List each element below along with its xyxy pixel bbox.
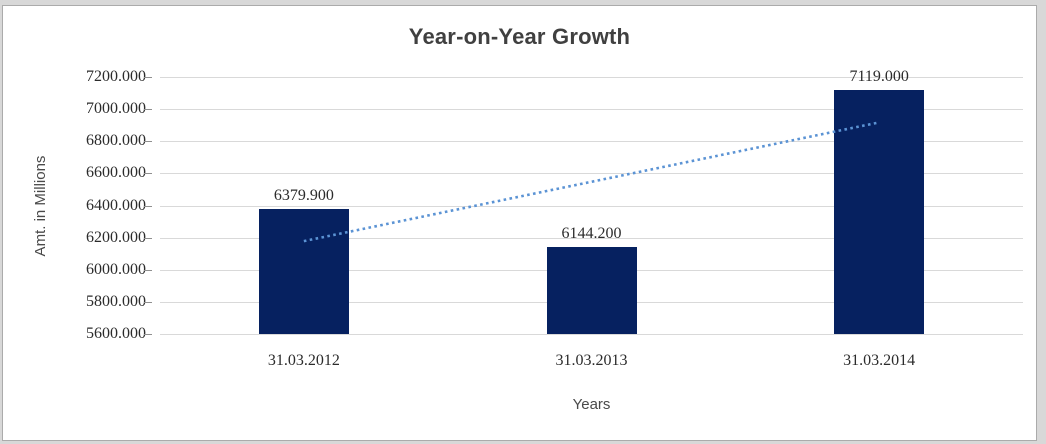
chart-frame[interactable]: Year-on-Year Growth Amt. in Millions 720… (2, 5, 1037, 441)
x-tick-label: 31.03.2012 (267, 352, 340, 369)
data-label: 7119.000 (849, 68, 909, 86)
y-tick-mark (144, 141, 152, 143)
y-tick-label: 7000.000 (86, 100, 146, 118)
chart-title: Year-on-Year Growth (408, 24, 631, 49)
y-tick-mark (144, 109, 152, 111)
bar-31.03.2012 (258, 208, 349, 334)
y-tick-label: 6000.000 (86, 260, 146, 278)
bar-31.03.2014 (834, 90, 925, 334)
y-tick-label: 6200.000 (86, 228, 146, 246)
plot-area: 6379.900 6144.200 7119.000 (144, 68, 1023, 335)
gridline (160, 173, 1023, 175)
x-axis-labels: 31.03.2012 31.03.2013 31.03.2014 (160, 352, 1023, 372)
gridline (160, 109, 1023, 111)
data-label: 6379.900 (273, 186, 334, 204)
y-tick-mark (144, 237, 152, 239)
y-tick-label: 6400.000 (86, 196, 146, 214)
gridline (160, 205, 1023, 207)
y-tick-mark (144, 301, 152, 303)
trendline-dotted-line (303, 121, 880, 243)
y-tick-label: 5600.000 (86, 325, 146, 342)
trendline (303, 121, 880, 243)
gridline (160, 237, 1023, 239)
x-tick-label: 31.03.2013 (555, 352, 628, 369)
x-tick-label: 31.03.2014 (843, 352, 916, 369)
y-tick-label: 5800.000 (86, 292, 146, 310)
gridline (160, 334, 1023, 335)
gridline (160, 141, 1023, 143)
y-tick-label: 6600.000 (86, 164, 146, 182)
y-tick-mark (144, 334, 152, 335)
y-tick-mark (144, 269, 152, 271)
y-axis-labels: 7200.000 7000.000 6800.000 6600.000 6400.000… (46, 68, 146, 342)
y-tick-mark (144, 77, 152, 78)
gridline (160, 77, 1023, 78)
bar-31.03.2013 (546, 246, 637, 334)
data-label: 6144.200 (561, 224, 622, 242)
y-tick-label: 6800.000 (86, 132, 146, 150)
y-tick-mark (144, 205, 152, 207)
y-tick-mark (144, 173, 152, 175)
y-tick-label: 7200.000 (86, 68, 146, 85)
x-axis-title: Years (572, 396, 611, 413)
